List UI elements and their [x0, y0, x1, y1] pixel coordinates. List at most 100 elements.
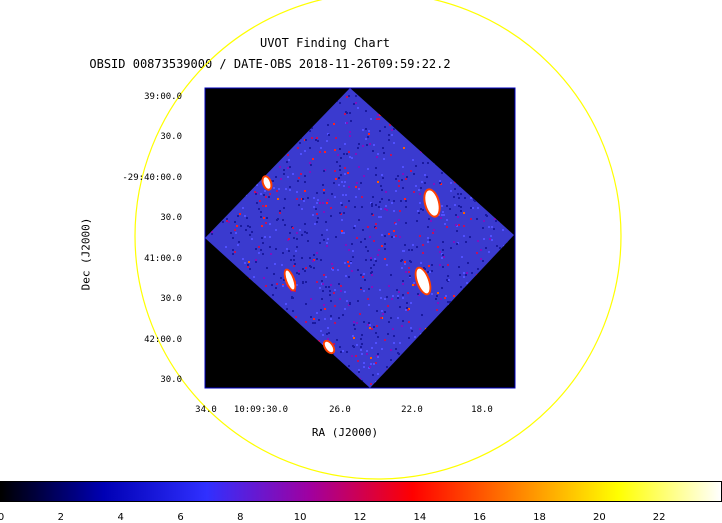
noise-pixel [225, 246, 227, 248]
noise-pixel [265, 285, 267, 287]
noise-pixel [377, 114, 379, 116]
noise-pixel [441, 257, 443, 259]
noise-pixel [352, 256, 354, 258]
noise-pixel [314, 223, 316, 225]
noise-pixel [346, 153, 348, 155]
noise-pixel [441, 214, 443, 216]
noise-pixel [277, 198, 279, 200]
noise-pixel [265, 205, 267, 207]
noise-pixel [482, 227, 484, 229]
noise-pixel [324, 308, 326, 310]
sources-group [261, 175, 441, 355]
noise-pixel [398, 291, 400, 293]
noise-pixel [357, 269, 359, 271]
noise-pixel [392, 295, 394, 297]
noise-pixel [342, 194, 344, 196]
noise-pixel [235, 232, 237, 234]
noise-pixel [370, 357, 372, 359]
noise-pixel [305, 267, 307, 269]
noise-pixel [269, 193, 271, 195]
noise-pixel [335, 236, 337, 238]
noise-pixel [276, 283, 278, 285]
noise-pixel [293, 237, 295, 239]
noise-pixel [395, 223, 397, 225]
noise-pixel [300, 173, 302, 175]
noise-pixel [322, 202, 324, 204]
noise-pixel [477, 207, 479, 209]
noise-pixel [330, 284, 332, 286]
noise-pixel [353, 227, 355, 229]
noise-pixel [286, 248, 288, 250]
noise-pixel [488, 251, 490, 253]
noise-pixel [346, 300, 348, 302]
noise-pixel [271, 284, 273, 286]
noise-pixel [402, 294, 404, 296]
noise-pixel [376, 118, 378, 120]
noise-pixel [304, 175, 306, 177]
noise-pixel [232, 253, 234, 255]
noise-pixel [323, 211, 325, 213]
noise-pixel [275, 248, 277, 250]
noise-pixel [354, 206, 356, 208]
noise-pixel [412, 284, 414, 286]
noise-pixel [307, 240, 309, 242]
noise-pixel [399, 306, 401, 308]
y-tick-label: 30.0 [160, 213, 182, 223]
noise-pixel [386, 296, 388, 298]
noise-pixel [405, 309, 407, 311]
noise-pixel [433, 183, 435, 185]
noise-pixel [326, 333, 328, 335]
noise-pixel [393, 342, 395, 344]
noise-pixel [495, 220, 497, 222]
noise-pixel [346, 122, 348, 124]
noise-pixel [427, 162, 429, 164]
noise-pixel [429, 271, 431, 273]
noise-pixel [232, 249, 234, 251]
noise-pixel [324, 318, 326, 320]
noise-pixel [381, 310, 383, 312]
noise-pixel [341, 204, 343, 206]
noise-pixel [327, 338, 329, 340]
noise-pixel [360, 274, 362, 276]
noise-pixel [447, 275, 449, 277]
noise-pixel [323, 170, 325, 172]
noise-pixel [316, 202, 318, 204]
noise-pixel [323, 239, 325, 241]
noise-pixel [429, 239, 431, 241]
noise-pixel [371, 203, 373, 205]
colorbar-tick-label: 14 [413, 512, 427, 523]
noise-pixel [240, 225, 242, 227]
noise-pixel [482, 260, 484, 262]
noise-pixel [298, 270, 300, 272]
noise-pixel [283, 173, 285, 175]
noise-pixel [375, 223, 377, 225]
noise-pixel [420, 262, 422, 264]
noise-pixel [348, 200, 350, 202]
noise-pixel [320, 147, 322, 149]
noise-pixel [301, 208, 303, 210]
noise-pixel [358, 143, 360, 145]
noise-pixel [445, 295, 447, 297]
noise-pixel [340, 174, 342, 176]
noise-pixel [370, 267, 372, 269]
noise-pixel [312, 322, 314, 324]
noise-pixel [319, 151, 321, 153]
noise-pixel [404, 261, 406, 263]
noise-pixel [325, 221, 327, 223]
noise-pixel [360, 346, 362, 348]
noise-pixel [234, 229, 236, 231]
noise-pixel [310, 266, 312, 268]
noise-pixel [361, 343, 363, 345]
noise-pixel [339, 102, 341, 104]
colorbar-tick-label: 2 [57, 512, 65, 523]
noise-pixel [326, 140, 328, 142]
noise-pixel [450, 247, 452, 249]
noise-pixel [382, 147, 384, 149]
noise-pixel [330, 215, 332, 217]
noise-pixel [430, 220, 432, 222]
noise-pixel [375, 167, 377, 169]
noise-pixel [401, 179, 403, 181]
noise-pixel [302, 281, 304, 283]
noise-pixel [254, 191, 256, 193]
noise-pixel [272, 294, 274, 296]
